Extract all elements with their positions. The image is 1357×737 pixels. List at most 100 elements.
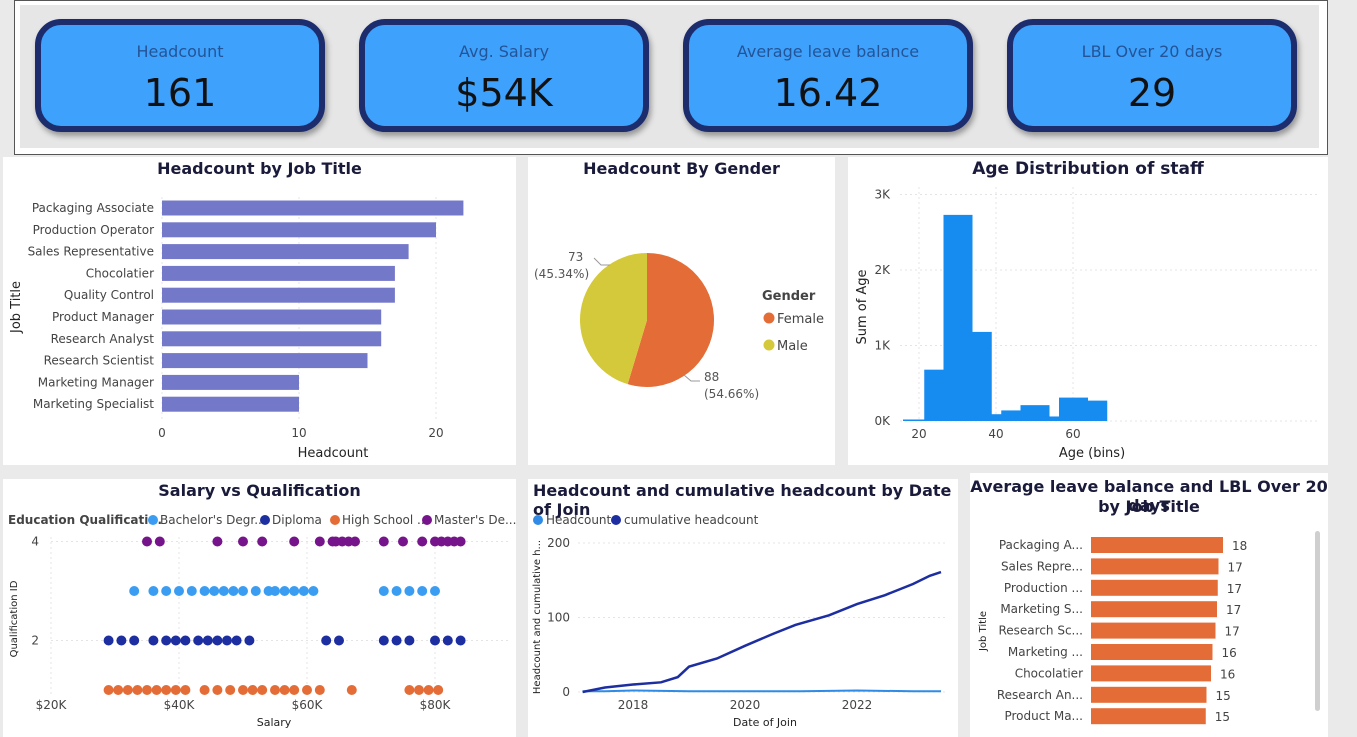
bar [1091, 558, 1219, 575]
scatter-point [238, 586, 248, 596]
y-axis-label: Job Title [9, 281, 24, 334]
kpi-card-avg-leave[interactable]: Average leave balance 16.42 [683, 19, 973, 132]
bar [162, 396, 299, 412]
scatter-point [423, 685, 434, 695]
scatter-point [414, 685, 424, 695]
data-label: 18 [1232, 539, 1247, 553]
bar [1091, 537, 1223, 553]
series-line [582, 570, 942, 694]
legend-marker [260, 515, 270, 525]
series-line [582, 689, 941, 693]
kpi-strip: Headcount 161 Avg. Salary $54K Average l… [14, 0, 1328, 155]
legend-label: Headcount [546, 513, 612, 527]
y-tick-label: 1K [874, 339, 891, 353]
kpi-card-avg-salary[interactable]: Avg. Salary $54K [359, 19, 649, 132]
scatter-point [142, 685, 152, 695]
category-label: Production ... [1004, 581, 1083, 595]
scatter-point [378, 586, 389, 596]
bar [162, 200, 464, 216]
slice-pct-label: (45.34%) [534, 267, 589, 281]
scatter-point [186, 586, 197, 596]
bar [1091, 601, 1217, 618]
category-label: Sales Repre... [1001, 559, 1083, 573]
scatter-point [308, 586, 319, 596]
pie-slice [627, 253, 715, 387]
data-label: 16 [1222, 646, 1237, 660]
slice-pct-label: (54.66%) [704, 387, 759, 401]
category-label: Product Ma... [1004, 709, 1083, 723]
legend-marker [763, 339, 775, 351]
scatter-point [148, 586, 159, 596]
category-label: Chocolatier [86, 266, 154, 280]
x-tick-label: 40 [988, 427, 1003, 441]
panel-headcount-by-job-title[interactable]: Headcount by Job Title Packaging Associa… [3, 157, 516, 465]
legend-title: Gender [762, 289, 816, 304]
bar [1039, 416, 1069, 421]
bar [162, 265, 395, 281]
leader-line [683, 374, 700, 382]
bar [162, 222, 436, 238]
panel-age-distribution[interactable]: Age Distribution of staff 0K 1K 2K 3K 20 40 60… [848, 157, 1328, 465]
scatter-point [404, 685, 415, 695]
scatter-point [417, 586, 428, 596]
scatter-point [391, 635, 402, 646]
join-line-chart: 0 100 200 2018 2020 2022 Headcount cumulative h… [532, 513, 948, 729]
bar [162, 287, 395, 303]
chart-title: Headcount and cumulative headcount by Da… [533, 481, 952, 519]
bar [903, 419, 932, 421]
vertical-scrollbar[interactable] [1315, 531, 1320, 711]
x-tick-label: 10 [291, 426, 306, 440]
scatter-point [193, 635, 204, 646]
scatter-point [142, 536, 152, 547]
scatter-point [378, 635, 389, 646]
y-tick-label: 2K [874, 263, 891, 277]
scatter-point [321, 635, 332, 646]
scatter-point [350, 536, 360, 547]
scatter-point [244, 635, 255, 646]
legend-label: Female [777, 312, 824, 327]
panel-salary-vs-qualification[interactable]: Salary vs Qualification Education Qualif… [3, 479, 516, 737]
scatter-point [148, 635, 159, 646]
category-label: Chocolatier [1015, 666, 1083, 680]
scatter-point [170, 635, 181, 646]
x-tick-label: 20 [911, 427, 926, 441]
kpi-card-headcount[interactable]: Headcount 161 [35, 19, 325, 132]
legend-marker [533, 515, 543, 525]
panel-average-leave-balance[interactable]: Average leave balance and LBL Over 20 da… [970, 473, 1328, 737]
scatter-point [129, 586, 140, 596]
x-tick-label: $80K [420, 698, 452, 712]
x-tick-label: 2022 [842, 698, 873, 712]
chart-title: Salary vs Qualification [158, 481, 361, 500]
panel-headcount-by-gender[interactable]: Headcount By Gender 88 (54.66%) 73 (45.34%)… [528, 157, 835, 465]
legend-label: cumulative headcount [624, 513, 759, 527]
scatter-point [314, 536, 325, 547]
pie-slice [580, 253, 647, 385]
scatter-point [455, 635, 466, 646]
legend-marker [611, 515, 621, 525]
scatter-point [417, 536, 428, 547]
category-label: Packaging Associate [32, 201, 154, 215]
x-axis-label: Date of Join [733, 716, 797, 729]
scatter-point [202, 635, 213, 646]
legend-marker [148, 515, 158, 525]
y-axis-label: Sum of Age [855, 269, 870, 344]
kpi-title: Headcount [136, 42, 224, 61]
kpi-title: LBL Over 20 days [1081, 42, 1223, 61]
x-axis-label: Age (bins) [1059, 446, 1125, 461]
scatter-point [430, 635, 440, 646]
scatter-point [154, 536, 165, 547]
bar [1091, 644, 1213, 660]
scatter-point [298, 586, 309, 596]
scatter-point [103, 635, 114, 646]
scatter-point [257, 536, 268, 547]
panel-headcount-by-date-of-join[interactable]: Headcount and cumulative headcount by Da… [528, 479, 958, 737]
category-label: Quality Control [64, 288, 154, 302]
kpi-card-lbl-over-20[interactable]: LBL Over 20 days 29 [1007, 19, 1297, 132]
x-tick-label: $60K [292, 698, 324, 712]
scatter-point [404, 586, 415, 596]
bar [982, 414, 1011, 421]
legend-marker [763, 312, 775, 324]
scatter-point [231, 635, 242, 646]
leave-bar-chart: Packaging A... 18 Sales Repre... 17 Producti… [978, 537, 1247, 725]
legend-label: Diploma [272, 513, 322, 527]
